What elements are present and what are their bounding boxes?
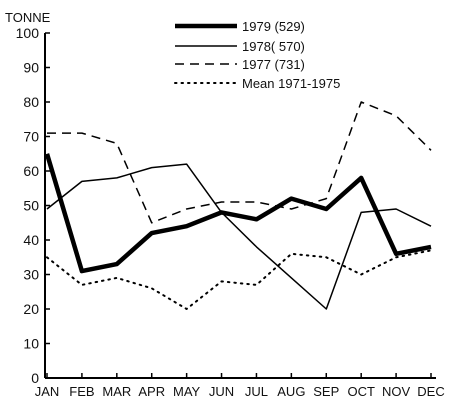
y-tick-label: 70 [23, 129, 39, 145]
legend-label-2: 1977 (731) [242, 57, 305, 72]
series-line-3 [46, 249, 432, 310]
x-tick-label: DEC [417, 384, 444, 399]
x-tick-label: JUL [245, 384, 268, 399]
legend-label-0: 1979 (529) [242, 19, 305, 34]
x-tick-label: JUN [209, 384, 234, 399]
x-tick-label: NOV [382, 384, 411, 399]
x-tick-label: MAY [173, 384, 201, 399]
y-tick-label: 100 [16, 25, 40, 41]
x-tick-label: MAR [102, 384, 131, 399]
series-line-0 [44, 153, 432, 274]
x-tick-label: OCT [347, 384, 375, 399]
y-unit-label: TONNE [5, 10, 51, 25]
y-tick-label: 60 [23, 163, 39, 179]
series-line-2 [47, 101, 432, 224]
y-tick-label: 80 [23, 94, 39, 110]
legend: 1979 (529) 1978( 570) 1977 (731) Mean 1971-… [174, 19, 340, 91]
x-tick-label: JAN [35, 384, 60, 399]
legend-label-1: 1978( 570) [242, 39, 305, 54]
x-tick-label: APR [138, 384, 165, 399]
x-axis-ticks: JAN FEB MAR APR MAY JUN JUL AUG SEP OCT NOV DEC [35, 373, 445, 399]
y-tick-label: 10 [23, 336, 39, 352]
series-lines [44, 101, 432, 310]
x-tick-label: AUG [277, 384, 305, 399]
x-tick-label: SEP [313, 384, 339, 399]
legend-label-3: Mean 1971-1975 [242, 76, 340, 91]
y-tick-label: 20 [23, 301, 39, 317]
y-tick-label: 30 [23, 267, 39, 283]
y-tick-label: 40 [23, 232, 39, 248]
y-axis-ticks: 0 10 20 30 40 50 60 70 80 90 100 [16, 25, 50, 386]
y-tick-label: 0 [31, 370, 39, 386]
x-tick-label: FEB [69, 384, 94, 399]
y-tick-label: 90 [23, 60, 39, 76]
series-line-1 [46, 163, 432, 310]
y-tick-label: 50 [23, 198, 39, 214]
